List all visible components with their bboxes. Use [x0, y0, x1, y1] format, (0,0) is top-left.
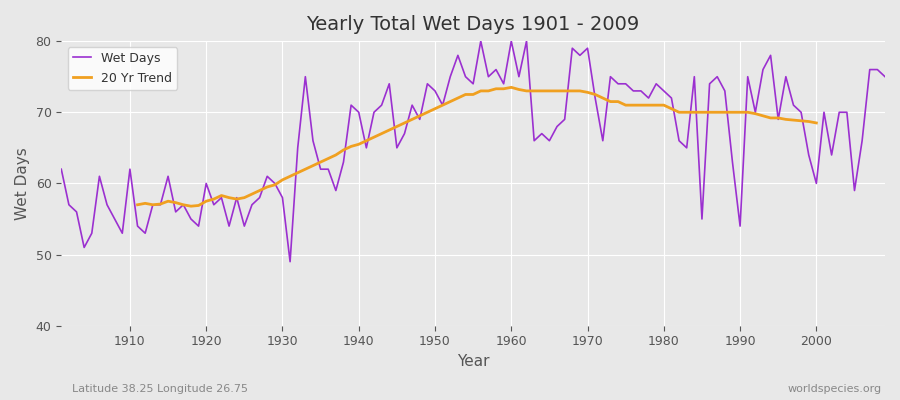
Text: worldspecies.org: worldspecies.org — [788, 384, 882, 394]
20 Yr Trend — [346, 144, 356, 149]
Legend: Wet Days, 20 Yr Trend: Wet Days, 20 Yr Trend — [68, 47, 177, 90]
20 Yr Trend — [796, 118, 806, 123]
Line: Wet Days: Wet Days — [61, 41, 885, 262]
Y-axis label: Wet Days: Wet Days — [15, 147, 30, 220]
Wet Days — [514, 74, 525, 79]
20 Yr Trend — [132, 202, 143, 207]
Wet Days — [338, 160, 349, 164]
Wet Days — [117, 231, 128, 236]
Wet Days — [879, 74, 890, 79]
20 Yr Trend — [506, 85, 517, 90]
20 Yr Trend — [231, 197, 242, 202]
Line: 20 Yr Trend: 20 Yr Trend — [138, 87, 816, 206]
Text: Latitude 38.25 Longitude 26.75: Latitude 38.25 Longitude 26.75 — [72, 384, 248, 394]
Wet Days — [292, 146, 303, 150]
20 Yr Trend — [712, 110, 723, 115]
Title: Yearly Total Wet Days 1901 - 2009: Yearly Total Wet Days 1901 - 2009 — [307, 15, 640, 34]
20 Yr Trend — [811, 120, 822, 125]
Wet Days — [475, 39, 486, 44]
Wet Days — [56, 167, 67, 172]
Wet Days — [284, 259, 295, 264]
Wet Days — [613, 82, 624, 86]
20 Yr Trend — [185, 204, 196, 208]
20 Yr Trend — [727, 110, 738, 115]
20 Yr Trend — [620, 103, 631, 108]
Wet Days — [521, 39, 532, 44]
X-axis label: Year: Year — [457, 354, 490, 369]
